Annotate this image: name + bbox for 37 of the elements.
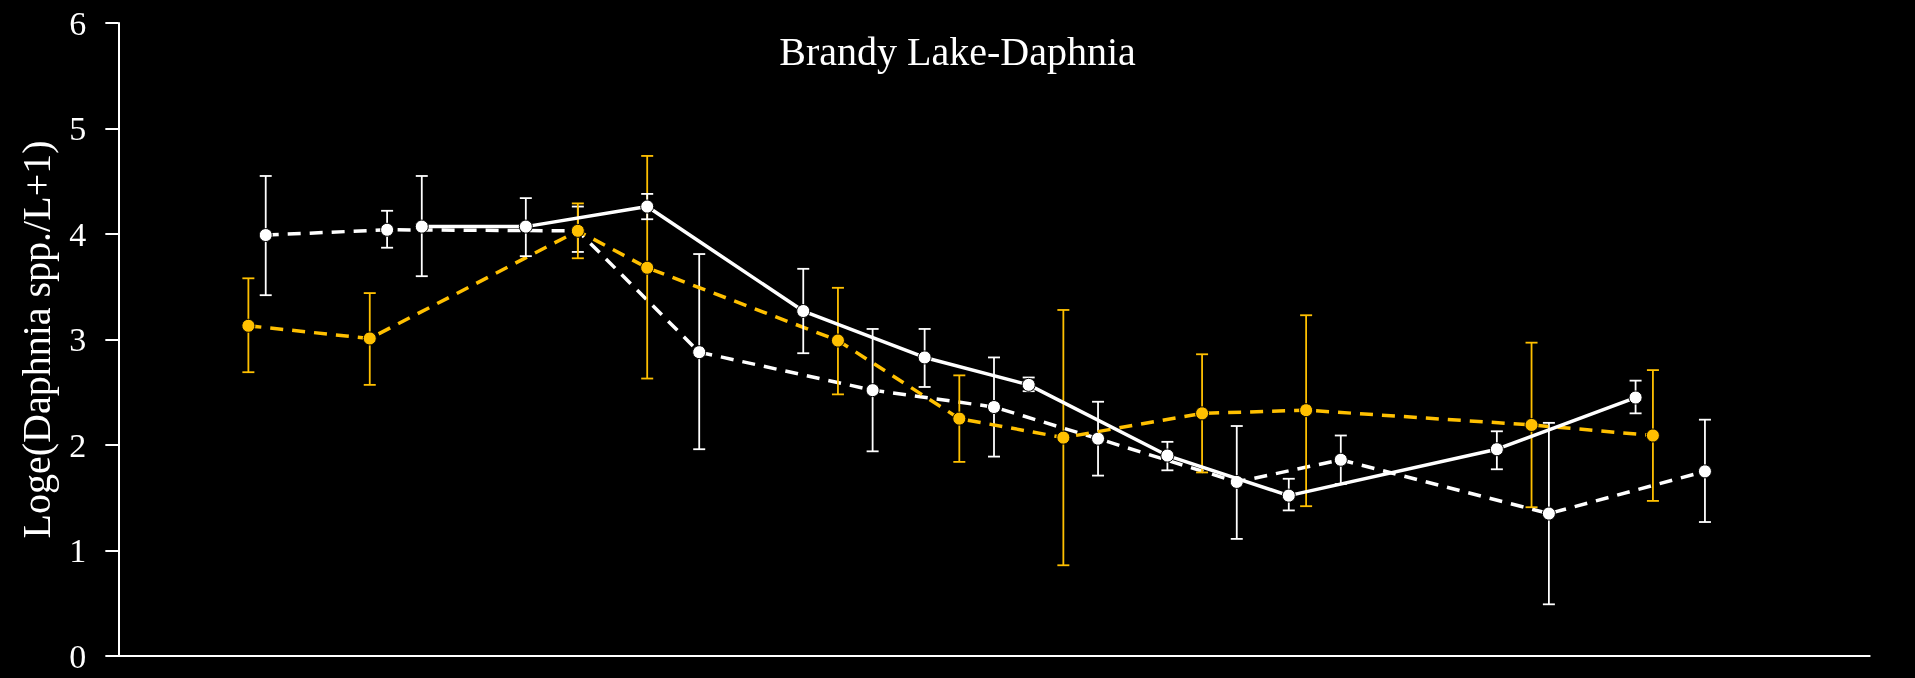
point <box>380 222 395 237</box>
y-tick-label: 6 <box>69 4 87 42</box>
point <box>258 228 273 243</box>
point <box>1056 430 1071 445</box>
point <box>1299 403 1314 418</box>
point <box>1697 464 1712 479</box>
point <box>1524 417 1539 432</box>
point <box>1281 488 1296 503</box>
point <box>1489 442 1504 457</box>
point <box>796 304 811 319</box>
point <box>917 350 932 365</box>
point <box>414 219 429 234</box>
point <box>865 383 880 398</box>
point <box>1333 452 1348 467</box>
point <box>1160 448 1175 463</box>
point <box>1541 506 1556 521</box>
point <box>952 411 967 426</box>
point <box>1195 406 1210 421</box>
point <box>640 199 655 214</box>
point <box>640 260 655 275</box>
point <box>987 400 1001 415</box>
point <box>1645 428 1660 443</box>
point <box>362 331 377 346</box>
point <box>830 333 845 348</box>
y-axis-title: Loge(Daphnia spp./L+1) <box>13 140 59 539</box>
point <box>1628 390 1643 405</box>
y-tick-label: 0 <box>69 637 87 675</box>
point <box>1091 431 1106 446</box>
y-tick-label: 1 <box>69 532 87 569</box>
y-tick-label: 4 <box>69 215 87 253</box>
point <box>518 219 533 234</box>
y-tick-label: 5 <box>69 110 87 147</box>
chart-title: Brandy Lake-Daphnia <box>779 28 1136 74</box>
point <box>241 318 256 333</box>
y-tick-label: 2 <box>69 426 87 464</box>
y-tick-label: 3 <box>69 321 87 358</box>
point <box>692 345 707 360</box>
